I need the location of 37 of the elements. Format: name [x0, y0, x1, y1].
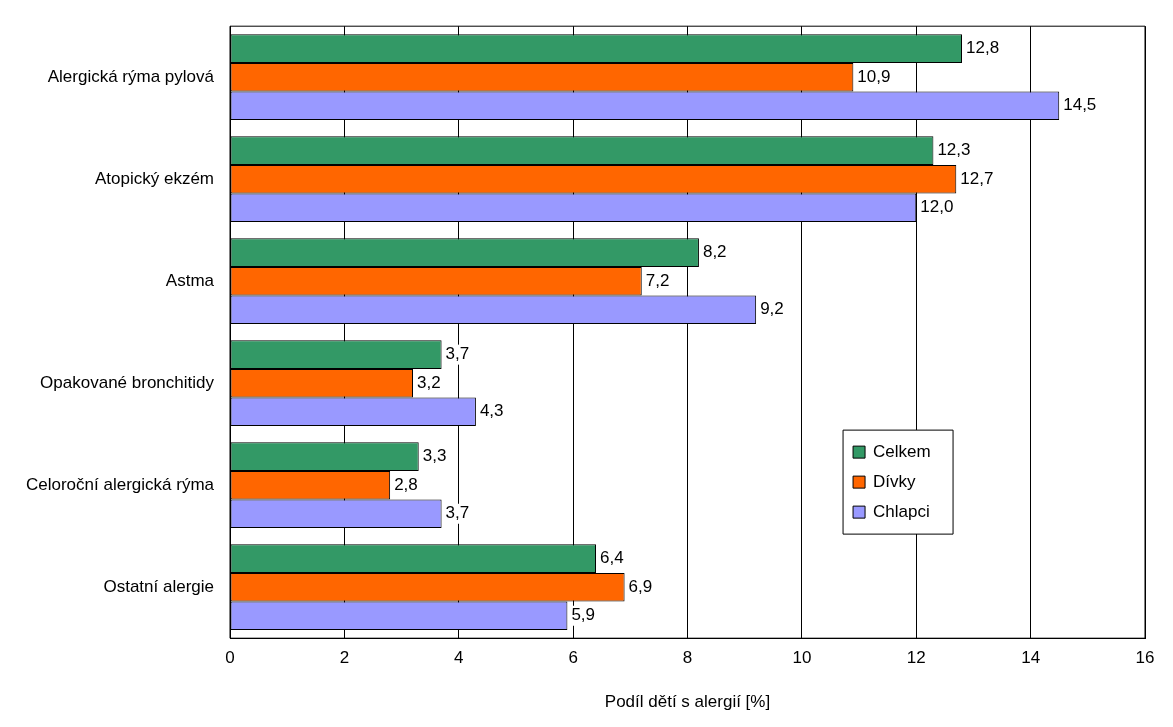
data-label: 9,2: [760, 299, 784, 319]
x-tick-label: 0: [225, 648, 235, 668]
data-label: 3,7: [445, 503, 470, 523]
data-label: 2,8: [394, 474, 418, 494]
y-tick-label: Ostatní alergie: [103, 576, 215, 596]
data-label: 3,7: [445, 344, 470, 364]
data-label: 12,7: [960, 168, 994, 188]
y-tick-label: Astma: [165, 270, 215, 290]
data-label: 4,3: [479, 401, 504, 421]
x-tick-label: 2: [339, 648, 350, 668]
data-label: 3,3: [422, 446, 447, 466]
y-tick-label: Celoroční alergická rýma: [26, 474, 215, 494]
data-label: 12,0: [920, 197, 954, 217]
x-tick-label: 16: [1135, 648, 1155, 668]
data-label: 14,5: [1063, 95, 1097, 115]
x-tick-label: 8: [682, 648, 693, 668]
y-tick-label: Atopický ekzém: [94, 168, 215, 188]
data-label: 3,2: [417, 372, 441, 392]
x-tick-label: 10: [792, 648, 812, 668]
x-axis-title: Podíl dětí s alergií [%]: [604, 692, 771, 712]
legend-label: Celkem: [873, 441, 931, 461]
data-label: 10,9: [857, 66, 891, 86]
y-tick-label: Opakované bronchitidy: [40, 372, 215, 392]
x-tick-label: 6: [568, 648, 578, 668]
data-label: 12,3: [937, 140, 971, 160]
y-tick-label: Alergická rýma pylová: [47, 66, 215, 86]
data-label: 8,2: [702, 242, 727, 262]
legend-label: Dívky: [873, 471, 917, 491]
data-label: 5,9: [571, 605, 596, 625]
data-label: 12,8: [966, 38, 1000, 58]
data-label: 7,2: [645, 270, 670, 290]
data-label: 6,4: [600, 548, 624, 568]
data-label: 6,9: [628, 576, 653, 596]
x-tick-label: 12: [906, 648, 926, 668]
legend-label: Chlapci: [873, 501, 930, 521]
x-tick-label: 14: [1021, 648, 1041, 668]
x-tick-label: 4: [454, 648, 464, 668]
